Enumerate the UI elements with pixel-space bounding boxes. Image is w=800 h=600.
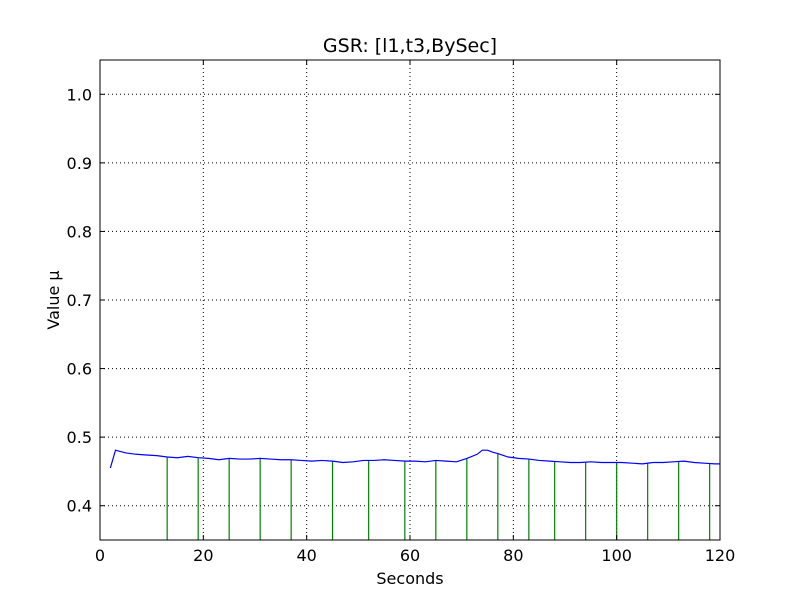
- chart-title: GSR: [l1,t3,BySec]: [323, 35, 497, 57]
- x-tick-label: 0: [95, 546, 105, 565]
- y-axis-label: Value μ: [44, 270, 63, 329]
- x-axis-label: Seconds: [376, 569, 443, 588]
- x-tick-label: 20: [193, 546, 213, 565]
- y-tick-label: 0.6: [67, 360, 92, 379]
- event-marker-lines: [166, 453, 711, 540]
- x-tick-label: 60: [400, 546, 420, 565]
- y-tick-label: 0.8: [67, 222, 92, 241]
- x-tick-label: 40: [296, 546, 316, 565]
- y-tick-label: 0.7: [67, 291, 92, 310]
- series-line: [109, 449, 720, 469]
- series-layer: [109, 449, 720, 469]
- y-tick-label: 0.4: [67, 497, 92, 516]
- grid-lines: [100, 60, 720, 540]
- x-tick-label: 80: [503, 546, 523, 565]
- y-tick-label: 1.0: [67, 85, 92, 104]
- x-tick-label: 100: [601, 546, 632, 565]
- y-tick-label: 0.5: [67, 428, 92, 447]
- x-tick-label: 120: [705, 546, 736, 565]
- axis-ticks: 0 20 40 60 80 100 120 0.4 0.5 0.6 0.7 0.8 0.9 1.0: [67, 60, 736, 565]
- y-tick-label: 0.9: [67, 154, 92, 173]
